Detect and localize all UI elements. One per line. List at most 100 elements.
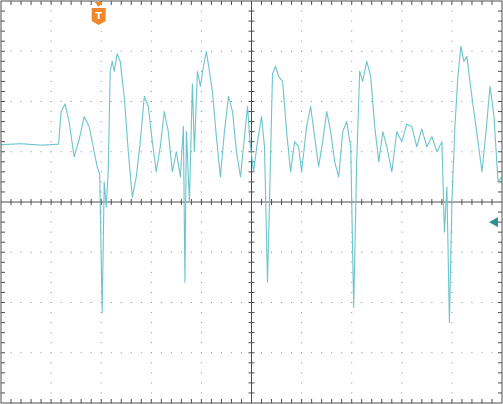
grid-dot — [150, 372, 152, 374]
grid-dot — [220, 302, 222, 303]
grid-dot — [351, 362, 353, 364]
grid-dot — [401, 50, 403, 52]
grid-dot — [180, 251, 182, 253]
grid-dot — [50, 291, 52, 293]
grid-dot — [361, 101, 363, 102]
grid-dot — [130, 101, 132, 102]
grid-dot — [20, 50, 22, 52]
grid-dot — [441, 352, 443, 354]
grid-dot — [401, 171, 403, 173]
grid-dot — [351, 291, 353, 293]
grid-dot — [90, 101, 92, 102]
grid-dot — [180, 302, 182, 303]
grid-dot — [461, 151, 463, 153]
grid-dot — [170, 101, 172, 102]
grid-dot — [200, 121, 202, 123]
grid-dot — [100, 332, 102, 334]
grid-dot — [401, 261, 403, 263]
grid-dot — [90, 151, 92, 153]
grid-dot — [150, 231, 152, 233]
grid-dot — [261, 101, 263, 102]
grid-dot — [30, 151, 32, 153]
grid-dot — [190, 352, 192, 354]
grid-dot — [140, 302, 142, 303]
grid-dot — [311, 251, 313, 253]
grid-dot — [451, 251, 453, 253]
grid-dot — [401, 70, 403, 72]
grid-dot — [50, 261, 52, 263]
grid-dot — [341, 151, 343, 153]
grid-dot — [351, 50, 353, 52]
grid-dot — [100, 60, 102, 62]
grid-dot — [401, 90, 403, 92]
grid-dot — [401, 121, 403, 123]
grid-dot — [100, 342, 102, 344]
grid-dot — [50, 382, 52, 384]
grid-dot — [301, 70, 303, 72]
grid-dot — [60, 302, 62, 303]
grid-dot — [391, 50, 393, 52]
grid-dot — [381, 352, 383, 354]
grid-dot — [451, 392, 453, 394]
grid-dot — [361, 352, 363, 354]
grid-dot — [401, 241, 403, 243]
grid-dot — [471, 151, 473, 153]
grid-dot — [451, 161, 453, 163]
grid-dot — [120, 352, 122, 354]
grid-dot — [451, 382, 453, 384]
grid-dot — [100, 161, 102, 163]
signal-trace — [0, 45, 503, 324]
grid-dot — [301, 291, 303, 293]
grid-dot — [491, 302, 493, 303]
grid-dot — [150, 30, 152, 32]
grid-dot — [351, 352, 353, 354]
grid-dot — [50, 231, 52, 233]
grid-dot — [301, 60, 303, 62]
grid-dot — [100, 291, 102, 293]
grid-dot — [210, 151, 212, 153]
grid-dot — [150, 151, 152, 153]
grid-dot — [431, 251, 433, 253]
trigger-marker[interactable]: T — [91, 2, 106, 25]
grid-dot — [200, 181, 202, 183]
grid-dot — [451, 131, 453, 133]
grid-dot — [311, 101, 313, 102]
grid-dot — [411, 352, 413, 354]
grid-dot — [150, 60, 152, 62]
grid-dot — [230, 302, 232, 303]
grid-dot — [100, 362, 102, 364]
grid-dot — [200, 332, 202, 334]
grid-dot — [361, 251, 363, 253]
grid-dot — [200, 362, 202, 364]
left-arrow-icon[interactable] — [489, 217, 498, 228]
grid-dot — [50, 70, 52, 72]
grid-dot — [150, 171, 152, 173]
grid-dot — [150, 261, 152, 263]
grid-dot — [411, 302, 413, 303]
grid-dot — [321, 50, 323, 52]
grid-dot — [200, 50, 202, 52]
grid-dot — [240, 101, 242, 102]
grid-dot — [351, 121, 353, 123]
grid-dot — [401, 10, 403, 12]
grid-dot — [120, 101, 122, 102]
grid-dot — [200, 322, 202, 324]
grid-dot — [321, 101, 323, 102]
grid-dot — [401, 181, 403, 183]
grid-dot — [351, 40, 353, 42]
grid-dot — [50, 10, 52, 12]
grid-dot — [230, 251, 232, 253]
grid-dot — [240, 50, 242, 52]
grid-dot — [301, 231, 303, 233]
grid-dot — [100, 211, 102, 213]
grid-dot — [401, 332, 403, 334]
grid-dot — [371, 101, 373, 102]
grid-dot — [341, 101, 343, 102]
grid-dot — [401, 372, 403, 374]
grid-dot — [50, 50, 52, 52]
grid-dot — [100, 392, 102, 394]
grid-dot — [341, 302, 343, 303]
grid-dot — [100, 50, 102, 52]
grid-dot — [301, 251, 303, 253]
